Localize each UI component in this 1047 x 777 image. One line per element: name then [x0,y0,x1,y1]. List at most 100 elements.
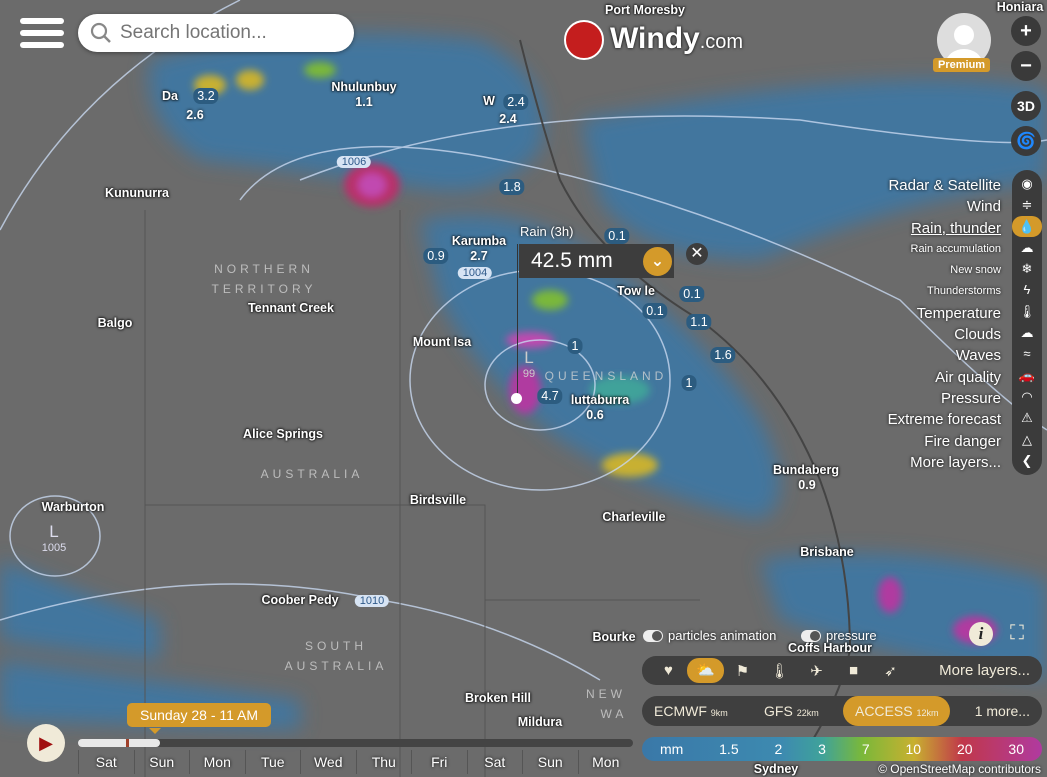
city-label[interactable]: Karumba [451,234,507,248]
layer-more-layers[interactable]: More layers... [910,453,1001,471]
current-time-bubble[interactable]: Sunday 28 - 11 AM [127,703,272,734]
city-label[interactable]: Honiara [996,0,1044,14]
layer-thunderstorms[interactable]: Thunderstorms [927,285,1001,298]
popup-close-button[interactable]: ✕ [686,243,708,265]
search-input[interactable] [120,22,340,44]
layer-pressure[interactable]: Pressure [940,389,1001,407]
layer-clouds[interactable]: Clouds [954,326,1001,344]
layer-new-snow[interactable]: New snow [950,264,1001,277]
layer-rain-accumulation[interactable]: Rain accumulation [910,242,1002,255]
heart-icon[interactable]: ♥ [664,662,673,679]
city-label[interactable]: Tennant Creek [248,301,334,315]
model-access[interactable]: ACCESS 12km [842,696,951,726]
city-label[interactable]: Nhulunbuy [331,80,397,94]
sun-cloud-icon[interactable]: ⛅ [687,658,724,683]
rain-value-badge[interactable]: 1.8 [499,179,525,195]
city-label[interactable]: Coffs Harbour [787,641,873,655]
color-legend[interactable]: mm 1.5 2 3 7 10 20 30 [642,737,1042,761]
rain-value-badge[interactable]: 1 [681,375,697,391]
layer-waves[interactable]: Waves [955,347,1001,365]
wind-icon[interactable]: ≑ [1021,197,1033,213]
city-label[interactable]: Mildura [517,715,563,729]
city-label[interactable]: Broken Hill [465,691,531,705]
day-label[interactable]: Sun [133,750,190,774]
cloud-icon[interactable]: ☁ [1020,325,1034,341]
rain-value-badge[interactable]: 0.1 [604,228,630,244]
model-more[interactable]: 1 more... [963,696,1042,726]
gauge-icon[interactable]: ◠ [1021,388,1033,404]
day-label[interactable]: Wed [300,750,356,774]
windsock-icon[interactable]: ⚑ [735,662,750,680]
layer-radar-satellite[interactable]: Radar & Satellite [888,177,1001,194]
city-label[interactable]: Warburton [41,500,105,514]
thunder-icon[interactable]: ϟ [1023,282,1031,298]
day-label[interactable]: Tue [244,750,301,774]
location-picker-pin[interactable] [511,393,522,404]
model-gfs[interactable]: GFS 22km [752,696,831,726]
chevron-left-icon[interactable]: ❮ [1021,452,1033,468]
city-label[interactable]: Alice Springs [243,427,323,441]
particles-toggle[interactable]: particles animation [643,628,776,643]
layer-fire-danger[interactable]: Fire danger [924,432,1001,450]
play-button[interactable]: ▶ [27,724,65,762]
rain-value-badge[interactable]: 4.7 [537,388,563,404]
search-bar[interactable] [78,14,354,52]
city-label[interactable]: luttaburra [570,393,630,407]
layer-wind[interactable]: Wind [966,198,1001,216]
waves-icon[interactable]: ≈ [1023,346,1031,362]
rain-value-badge[interactable]: 0.1 [679,286,705,302]
layer-air-quality[interactable]: Air quality [935,368,1001,386]
snowflake-icon[interactable]: ❄ [1021,261,1033,277]
zoom-out-button[interactable]: − [1011,51,1041,81]
popup-expand-button[interactable]: ⌄ [643,247,672,276]
city-label[interactable]: Charleville [602,510,666,524]
hurricane-button[interactable]: 🌀 [1011,126,1041,156]
thermometer-icon[interactable]: 🌡 [1018,303,1036,319]
info-button[interactable]: i [969,622,993,646]
city-label[interactable]: Coober Pedy [261,593,339,607]
model-ecmwf[interactable]: ECMWF 9km [642,696,740,726]
rain-value-badge[interactable]: 3.2 [193,88,219,104]
thermometer-icon[interactable]: 🌡 [769,662,790,680]
city-label[interactable]: Mount Isa [412,335,472,349]
layer-temperature[interactable]: Temperature [916,304,1001,322]
raindrop-icon[interactable]: 💧 [1012,215,1042,237]
city-label[interactable]: Bundaberg [773,463,839,477]
city-label[interactable]: Sydney [753,762,799,776]
rain-value-badge[interactable]: 1.6 [710,347,736,363]
attribution-link[interactable]: © OpenStreetMap contributors [878,762,1041,776]
city-label[interactable]: Tow le [617,284,655,298]
toggle-switch[interactable] [643,629,663,642]
city-label[interactable]: Kununurra [105,186,169,200]
zoom-in-button[interactable]: + [1011,16,1041,46]
globe-icon[interactable]: ◉ [1021,176,1033,191]
day-label[interactable]: Thu [355,750,412,774]
city-label[interactable]: W [483,94,495,108]
premium-badge[interactable]: Premium [933,58,991,72]
layer-rain-thunder[interactable]: Rain, thunder [910,219,1001,237]
day-label[interactable]: Fri [411,750,467,774]
more-layers-button[interactable]: More layers... [939,662,1030,679]
city-label[interactable]: Birdsville [409,493,467,507]
car-icon[interactable]: 🚗 [1018,367,1036,383]
city-label[interactable]: Brisbane [800,545,854,559]
rain-cloud-icon[interactable]: ☁ [1020,239,1034,255]
day-label[interactable]: Sun [522,750,578,774]
toggle-switch[interactable] [801,629,821,642]
layer-extreme-forecast[interactable]: Extreme forecast [887,411,1001,429]
paraglider-icon[interactable]: ➶ [884,662,897,680]
windy-logo[interactable]: Windy.com [564,20,743,60]
city-label[interactable]: Da [162,89,178,103]
timeline-slider[interactable] [78,739,633,747]
day-label[interactable]: Sat [466,750,523,774]
day-label[interactable]: Sat [78,750,134,774]
city-label[interactable]: Bourke [592,630,636,644]
rain-value-badge[interactable]: 1.1 [686,314,712,330]
webcam-icon[interactable]: ■ [848,662,859,679]
rain-value-badge[interactable]: 0.9 [423,248,449,264]
city-label[interactable]: Port Moresby [605,3,685,17]
rain-value-badge[interactable]: 0.1 [642,303,668,319]
day-label[interactable]: Mon [189,750,245,774]
rain-value-badge[interactable]: 1 [567,338,583,354]
fire-warning-icon[interactable]: △ [1022,431,1032,447]
